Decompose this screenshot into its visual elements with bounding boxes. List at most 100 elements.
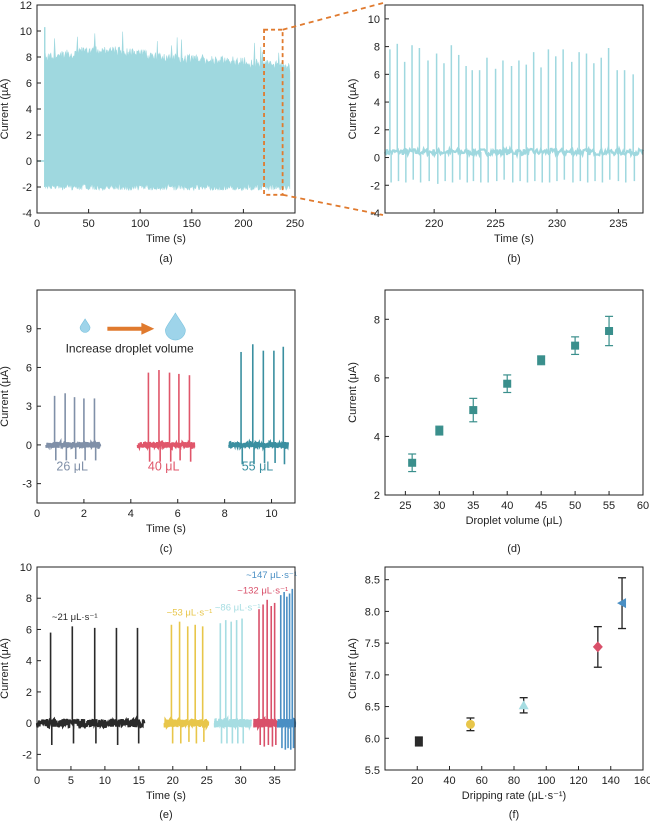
panel-a: 0 50 100 150 200 250 -4 -2 0 2 4 6 8 10 12 Time (s) Curr… bbox=[0, 0, 304, 265]
y-tick-label: 8.0 bbox=[365, 606, 380, 618]
ticks-b: 220 225 230 235 -4 -2 0 2 4 6 8 10 bbox=[368, 14, 628, 230]
x-tick-label: 15 bbox=[133, 775, 145, 787]
y-tick-label: 2 bbox=[374, 125, 380, 137]
y-tick-label: 3 bbox=[26, 401, 32, 413]
envelope-fill bbox=[44, 31, 291, 192]
y-tick-label: -2 bbox=[22, 182, 32, 194]
y-tick-label: 6 bbox=[26, 624, 32, 636]
x-tick-label: 60 bbox=[637, 500, 649, 512]
y-tick-label: 2 bbox=[26, 687, 32, 699]
x-tick-label: 120 bbox=[569, 775, 587, 787]
square-marker bbox=[537, 356, 546, 365]
panel-c: 26 μL 40 μL 55 μL Increase droplet volume 0 2… bbox=[0, 289, 296, 555]
y-axis-label: Current (µA) bbox=[0, 79, 11, 140]
y-tick-label: 10 bbox=[20, 562, 32, 574]
y-tick-label: 10 bbox=[368, 14, 380, 26]
panel-label: (e) bbox=[159, 809, 172, 821]
panel-e: ~21 μL·s⁻¹ ~53 μL·s⁻¹ ~86 μL·s⁻¹ ~132 μL·s⁻… bbox=[0, 562, 297, 821]
trace-0 bbox=[35, 626, 146, 746]
y-tick-label: 0 bbox=[26, 156, 32, 168]
ticks-c: 0 2 4 6 8 10 -3 0 3 6 9 bbox=[22, 324, 277, 520]
triangle-left-marker bbox=[617, 598, 627, 609]
y-tick-label: 4 bbox=[26, 104, 32, 116]
x-tick-label: 10 bbox=[265, 508, 277, 520]
x-tick-label: 35 bbox=[467, 500, 479, 512]
y-axis-label: Current (µA) bbox=[0, 366, 11, 427]
series-label: ~21 μL·s⁻¹ bbox=[52, 612, 98, 623]
square-marker bbox=[414, 737, 423, 746]
square-marker bbox=[408, 458, 417, 467]
data-point bbox=[592, 625, 603, 668]
square-marker bbox=[435, 426, 444, 435]
y-tick-label: 6 bbox=[374, 373, 380, 385]
plot-area-d bbox=[408, 315, 614, 473]
data-point bbox=[469, 397, 478, 423]
ticks-f: 20 40 60 80 100 120 140 160 5.5 6.0 6.5 7.0 7.5 8.0 8.… bbox=[365, 575, 650, 787]
x-tick-label: 200 bbox=[234, 218, 252, 230]
y-tick-label: 12 bbox=[20, 0, 32, 12]
data-point bbox=[435, 425, 444, 436]
y-tick-label: 6 bbox=[26, 78, 32, 90]
y-tick-label: 8 bbox=[374, 314, 380, 326]
x-tick-label: 40 bbox=[443, 775, 455, 787]
data-point bbox=[414, 736, 423, 747]
baseline-noise bbox=[136, 438, 196, 452]
y-tick-label: 8 bbox=[374, 42, 380, 54]
y-tick-label: 6 bbox=[26, 362, 32, 374]
y-axis-label: Current (μA) bbox=[347, 638, 359, 699]
y-tick-label: 4 bbox=[26, 656, 32, 668]
zoom-highlight-box bbox=[263, 28, 284, 196]
y-tick-label: 4 bbox=[374, 97, 380, 109]
panel-label: (d) bbox=[507, 543, 520, 555]
x-tick-label: 80 bbox=[508, 775, 520, 787]
trace-3 bbox=[253, 599, 278, 747]
y-tick-label: 8.5 bbox=[365, 575, 380, 587]
zoom-connector-bottom bbox=[282, 193, 384, 216]
ticks-a: 0 50 100 150 200 250 -4 -2 0 2 4 6 8 10 12 bbox=[20, 0, 304, 230]
annotation-text: Increase droplet volume bbox=[66, 342, 194, 356]
plot-area-b bbox=[383, 43, 645, 184]
panel-label: (b) bbox=[507, 253, 520, 265]
small-droplet-icon bbox=[79, 318, 91, 333]
panel-b: 220 225 230 235 -4 -2 0 2 4 6 8 10 Time (s) Current (… bbox=[347, 4, 645, 265]
circle-marker bbox=[465, 719, 475, 729]
x-axis-label: Time (s) bbox=[146, 233, 186, 245]
square-marker bbox=[469, 406, 478, 415]
axes-frame-c bbox=[36, 289, 296, 504]
y-tick-label: 0 bbox=[26, 440, 32, 452]
x-tick-label: 5 bbox=[68, 775, 74, 787]
ticks-e: 0 5 10 15 20 25 30 35 -2 0 2 4 6 8 10 bbox=[20, 562, 281, 787]
y-tick-label: 6.0 bbox=[365, 733, 380, 745]
trace-0 bbox=[45, 393, 102, 461]
y-tick-label: 0 bbox=[374, 153, 380, 165]
y-axis-label: Current (µA) bbox=[347, 79, 359, 140]
trace-2 bbox=[213, 618, 252, 744]
data-point bbox=[571, 336, 580, 356]
trace-zoom bbox=[383, 43, 645, 184]
y-tick-label: -2 bbox=[22, 749, 32, 761]
y-tick-label: 7.5 bbox=[365, 638, 380, 650]
series-label: ~53 μL·s⁻¹ bbox=[167, 607, 213, 618]
arrow-right-icon bbox=[141, 322, 155, 335]
x-tick-label: 230 bbox=[548, 218, 566, 230]
y-tick-label: 0 bbox=[26, 718, 32, 730]
panel-d: 25 30 35 40 45 50 55 60 2 4 6 8 Droplet volume (μL) C… bbox=[347, 289, 649, 555]
x-axis-label: Time (s) bbox=[146, 790, 186, 802]
x-tick-label: 150 bbox=[183, 218, 201, 230]
x-tick-label: 25 bbox=[201, 775, 213, 787]
series-label: ~147 μL·s⁻¹ bbox=[246, 570, 297, 581]
x-tick-label: 160 bbox=[634, 775, 650, 787]
y-tick-label: 8 bbox=[26, 593, 32, 605]
y-tick-label: 7.0 bbox=[365, 670, 380, 682]
x-tick-label: 20 bbox=[167, 775, 179, 787]
plot-area-a bbox=[37, 27, 291, 192]
panel-label: (a) bbox=[159, 253, 172, 265]
x-axis-label: Time (s) bbox=[146, 523, 186, 535]
y-tick-label: -4 bbox=[22, 208, 32, 220]
series-label: 40 μL bbox=[148, 460, 180, 474]
baseline-noise bbox=[228, 438, 290, 452]
y-tick-label: 10 bbox=[20, 26, 32, 38]
triangle-marker bbox=[518, 700, 529, 710]
x-axis-label: Droplet volume (μL) bbox=[466, 515, 563, 527]
